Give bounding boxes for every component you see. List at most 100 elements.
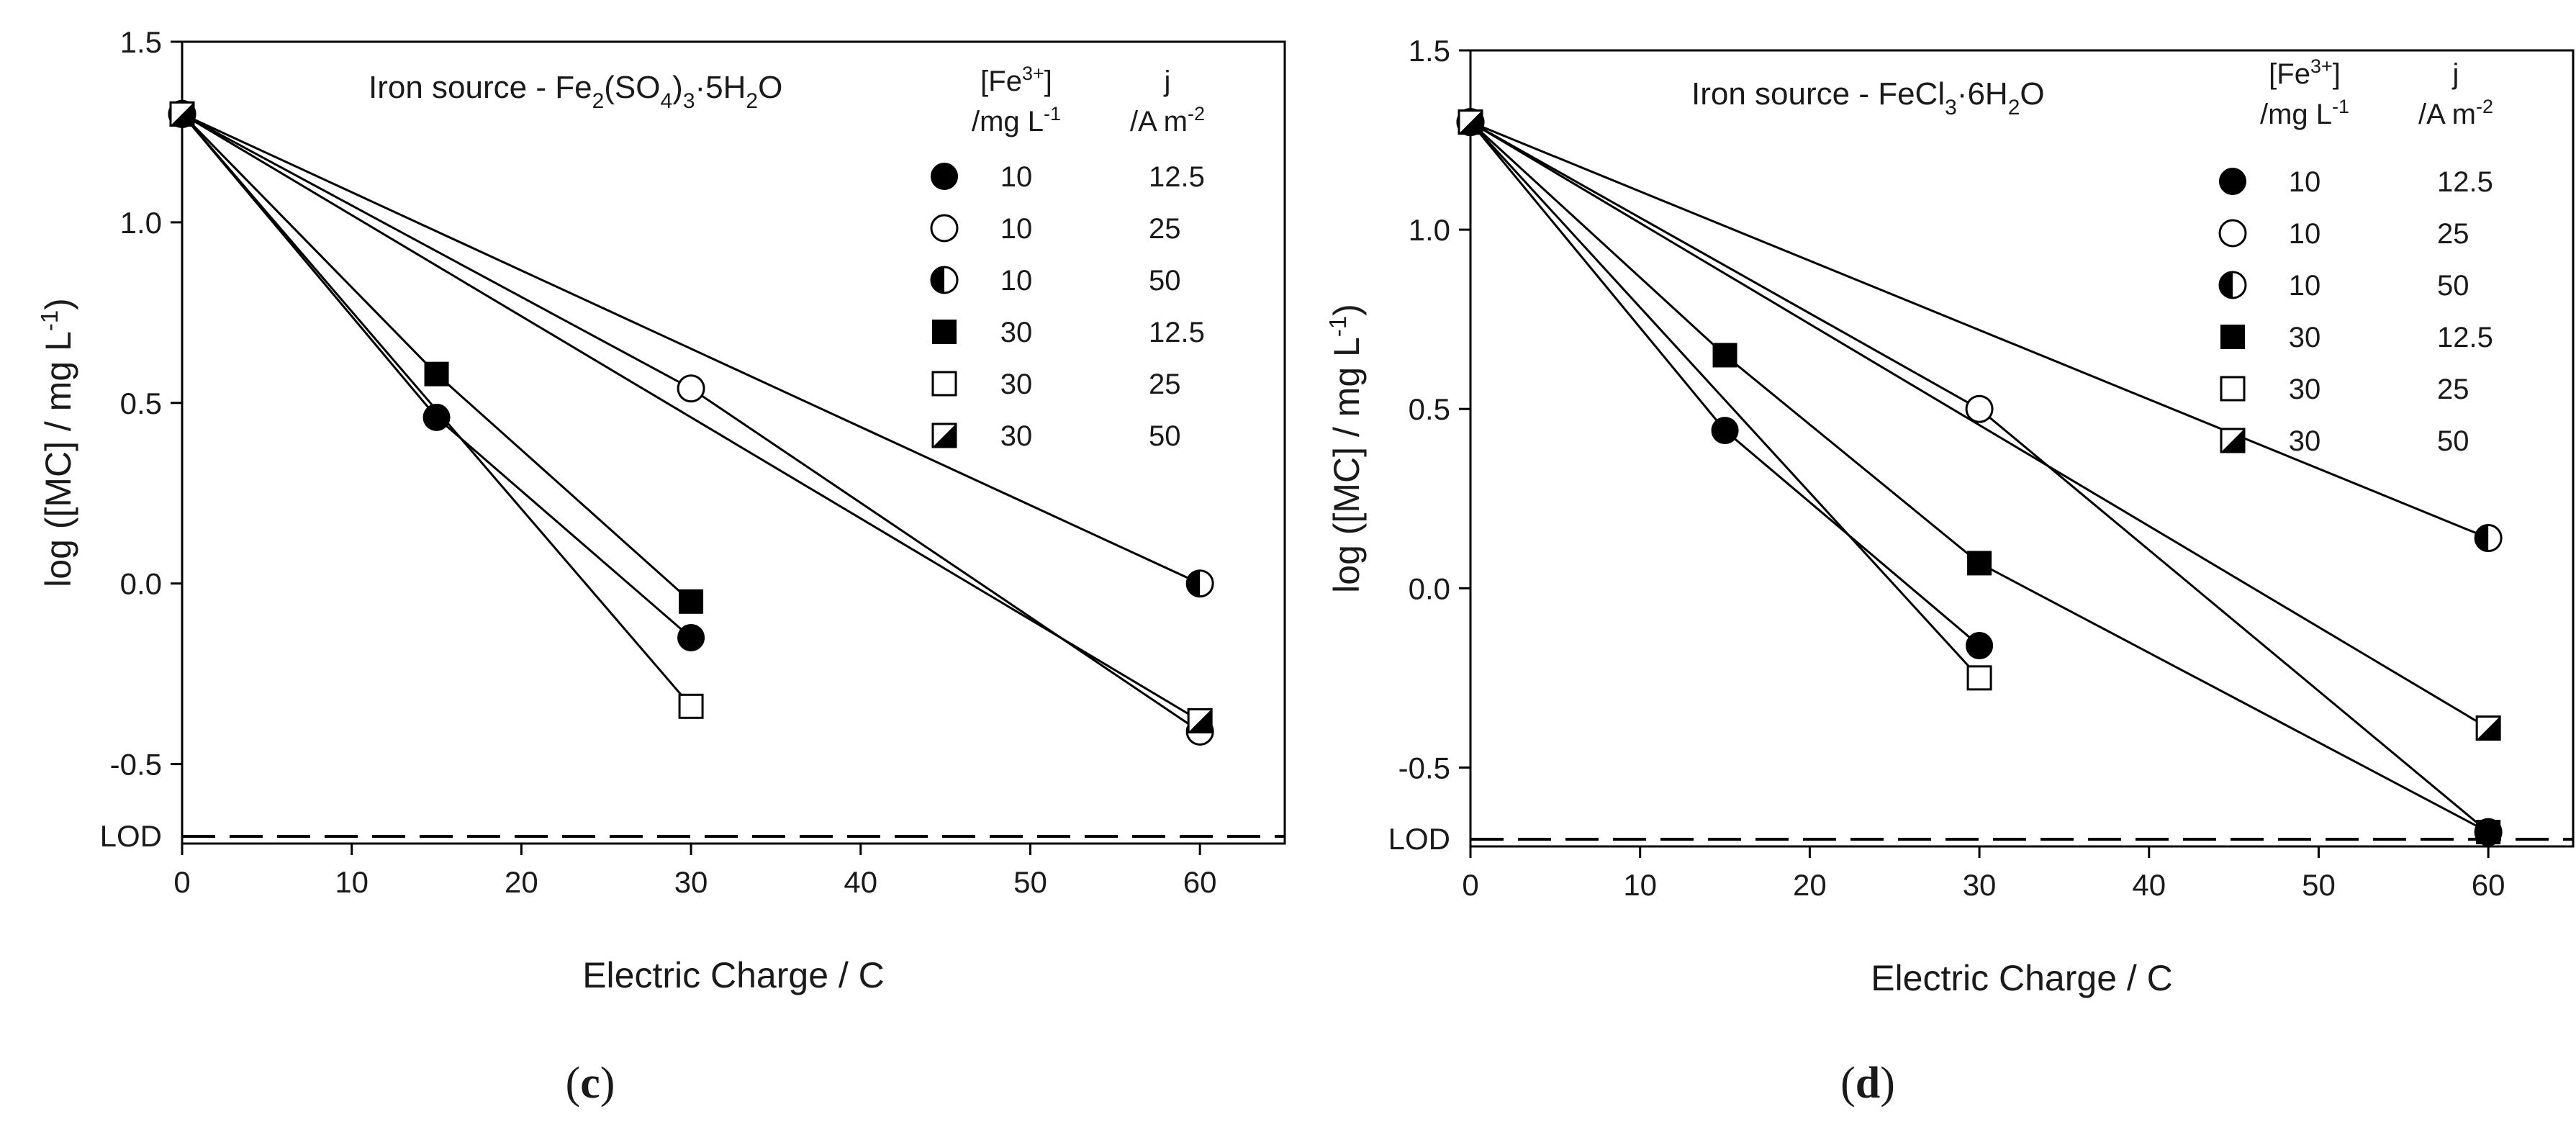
y-tick-label: 0.5 [120,387,162,420]
series-line-2 [1470,121,2490,833]
legend-j-value: 25 [1149,369,1181,400]
legend-fe-value: 10 [1000,213,1033,245]
x-tick-label: 30 [674,865,708,899]
legend-j-value: 50 [1149,420,1181,452]
legend-header-fe: [Fe3+] [980,63,1052,97]
legend-j-value: 25 [1149,213,1181,245]
legend-c: 10 12.5 10 25 10 50 30 12.5 30 25 30 50 [930,161,1205,452]
data-point-series-5 [1966,665,1992,691]
legend-j-value: 50 [2437,425,2469,457]
legend-fe-value: 30 [1000,420,1033,452]
data-point-series-4 [1712,343,1737,368]
data-point-series-2 [1965,394,1994,423]
y-tick-label: 1.5 [120,25,162,59]
legend-marker-5 [931,371,957,397]
legend-fe-value: 30 [2289,322,2321,353]
chart-svg-c: Iron source - Fe2(SO4)3·5H2O [Fe3+] /mg … [36,25,1286,995]
x-tick-label: 50 [2302,868,2336,902]
plot-area-c: 0 10 20 30 40 50 60 1.5 1.0 0.5 0.0 -0.5 LOD Electric… [36,25,1286,995]
panel-label-c: (c) [565,1059,615,1108]
legend-marker-4 [932,320,957,344]
data-point-series-6 [1458,109,1483,135]
series-line-1 [1469,121,1981,647]
chart-title: Iron source - Fe2(SO4)3·5H2O [369,70,782,113]
chart-panel-d: Iron source - FeCl3·6H2O [Fe3+] /mg L-1 … [1288,0,2576,1148]
y-tick-label: 1.0 [120,206,162,240]
legend-fe-value: 30 [2289,425,2321,457]
legend-marker-3 [930,266,959,294]
legend-j-value: 25 [2437,218,2469,250]
series-line-4 [181,113,692,602]
plot-area-d: 0 10 20 30 40 50 60 1.5 1.0 0.5 0.0 -0.5 LOD Electric… [1324,34,2575,998]
legend-header-j-unit: /A m-2 [2418,96,2493,130]
legend-j-value: 25 [2437,374,2469,405]
x-tick-label: 40 [844,865,877,899]
legend-fe-value: 10 [1000,161,1033,193]
data-point-series-6 [2475,715,2501,741]
y-tick-label: 1.0 [1409,213,1450,247]
series-line-4 [1469,121,2489,833]
data-point-series-3 [2474,524,2503,553]
legend-j-value: 50 [2437,270,2469,302]
plot-frame [181,40,1286,845]
legend-marker-4 [2220,325,2245,349]
legend-d: 10 12.5 10 25 10 50 30 12.5 30 25 30 50 [2218,166,2493,457]
data-point-series-6 [169,101,195,127]
data-point-series-4 [424,361,449,387]
x-tick-label: 0 [173,865,190,899]
x-axis-label: Electric Charge / C [1871,958,2173,998]
legend-marker-1 [2219,168,2246,195]
legend-j-value: 12.5 [2437,166,2493,198]
y-axis-label: log ([MC] / mg L-1) [1324,304,1367,593]
data-point-series-1 [422,403,451,431]
data-point-series-1 [677,623,705,651]
data-point-series-4 [679,589,704,614]
legend-marker-3 [2218,271,2247,299]
y-tick-label: 0.0 [1409,571,1450,605]
x-tick-label: 30 [1963,868,1997,902]
legend-header-fe-unit: /mg L-1 [2260,96,2349,130]
x-tick-label: 20 [1793,868,1827,902]
legend-j-value: 12.5 [1149,161,1205,193]
y-tick-label: 0.5 [1409,392,1450,426]
data-point-series-4 [2476,820,2501,845]
data-point-series-3 [1185,569,1214,598]
legend-marker-1 [931,163,958,190]
legend-marker-2 [2218,219,2247,248]
data-point-series-6 [1187,708,1213,733]
panel-label-d: (d) [1840,1059,1895,1108]
legend-marker-5 [2220,376,2246,402]
chart-title: Iron source - FeCl3·6H2O [1691,76,2045,119]
legend-header-fe-unit: /mg L-1 [972,103,1061,137]
chart-panel-c: Iron source - Fe2(SO4)3·5H2O [Fe3+] /mg … [36,25,1286,1108]
legend-fe-value: 10 [2289,166,2321,198]
x-tick-label: 60 [1183,865,1217,899]
y-tick-label: 0.0 [120,567,162,601]
x-tick-label: 10 [1623,868,1657,902]
legend-marker-2 [930,214,959,243]
data-point-series-2 [677,374,705,403]
y-tick-label: -0.5 [110,748,162,782]
data-point-series-1 [1966,632,1994,660]
legend-fe-value: 10 [2289,270,2321,302]
series-line-3 [181,112,1201,585]
legend-fe-value: 10 [1000,265,1033,297]
y-tick-label: -0.5 [1398,751,1450,785]
legend-fe-value: 10 [2289,218,2321,250]
y-axis-label: log ([MC] / mg L-1) [36,298,78,587]
legend-header-fe: [Fe3+] [2269,55,2341,90]
series-line-3 [1470,121,2489,539]
legend-header-j: j [2452,58,2459,90]
series-line-6 [1470,121,2489,729]
series-line-6 [181,113,1201,722]
x-tick-label: 60 [2472,868,2505,902]
legend-j-value: 50 [1149,265,1181,297]
chart-svg-d: Iron source - FeCl3·6H2O [Fe3+] /mg L-1 … [1324,34,2575,998]
data-point-series-5 [678,693,704,719]
plot-frame [1469,49,2575,848]
legend-header-j: j [1164,65,1171,97]
legend-marker-6 [2220,428,2246,453]
x-axis-label: Electric Charge / C [582,955,885,995]
legend-j-value: 12.5 [2437,322,2493,353]
legend-fe-value: 30 [2289,374,2321,405]
